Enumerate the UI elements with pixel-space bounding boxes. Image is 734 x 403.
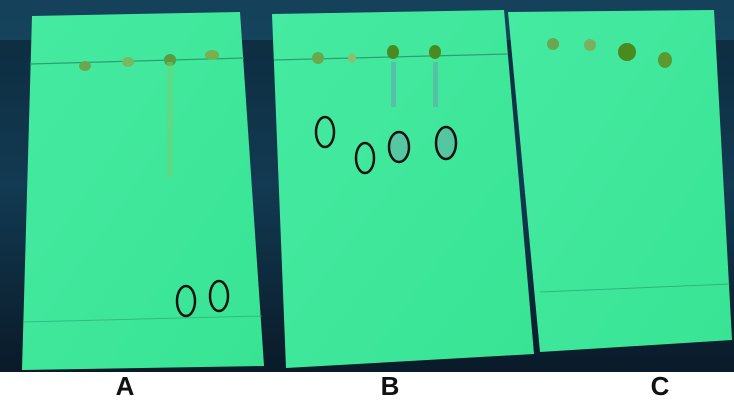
circle-mark [175,284,197,318]
plate-label: A [116,371,135,401]
circle-mark [354,141,376,175]
plate-label: B [381,371,400,401]
spot [584,39,596,51]
spot [387,45,399,59]
front-line [539,283,731,293]
spot [205,50,219,60]
streak [433,62,438,107]
streak [391,62,396,107]
plate-c [508,10,732,352]
spot [122,57,134,67]
spot [348,53,356,63]
circle-mark [387,130,411,164]
front-line [23,315,263,323]
circle-mark [434,125,458,161]
spot [79,61,91,71]
circle-mark [314,115,336,149]
streak [167,62,173,177]
spot [547,38,559,50]
caption-strip [0,372,734,403]
spot [618,43,636,61]
spot [658,52,672,68]
spot [312,52,324,64]
plate-label: C [651,371,670,401]
spot [429,45,441,59]
plate-b [272,10,534,368]
circle-mark [208,279,230,313]
plate-a [22,12,264,370]
